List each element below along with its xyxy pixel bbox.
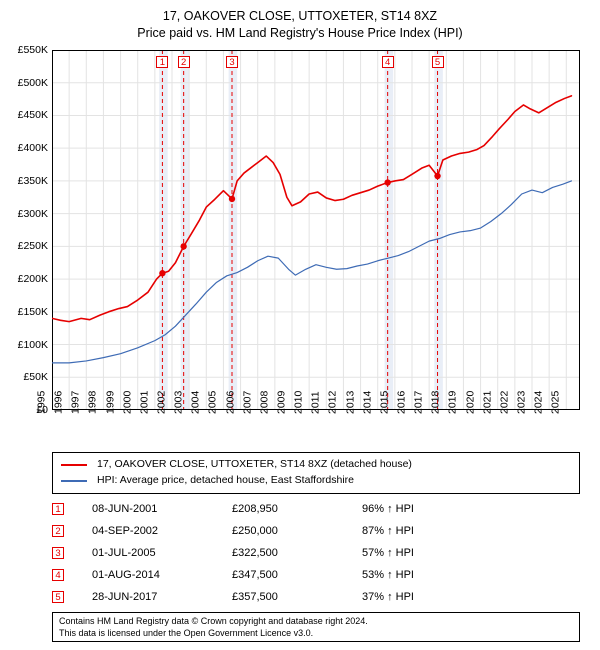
sale-marker-top: 1 <box>156 56 168 68</box>
xtick-label: 2025 <box>551 391 562 414</box>
page: 17, OAKOVER CLOSE, UTTOXETER, ST14 8XZ P… <box>0 0 600 650</box>
sale-pct-vs-hpi: 53% ↑ HPI <box>362 569 492 581</box>
sale-marker-top: 4 <box>382 56 394 68</box>
sales-table: 1 08-JUN-2001£208,95096% ↑ HPI 2 04-SEP-200… <box>52 498 580 608</box>
price-chart <box>52 50 580 410</box>
xtick-label: 1996 <box>53 391 64 414</box>
legend-row-hpi: HPI: Average price, detached house, East… <box>61 473 571 489</box>
ytick-label: £200K <box>0 274 48 285</box>
xtick-label: 2004 <box>191 391 202 414</box>
footer-line1: Contains HM Land Registry data © Crown c… <box>59 615 573 627</box>
ytick-label: £250K <box>0 241 48 252</box>
xtick-label: 2005 <box>208 391 219 414</box>
sale-price: £250,000 <box>232 525 362 537</box>
xtick-label: 2013 <box>345 391 356 414</box>
xtick-label: 2015 <box>379 391 390 414</box>
legend-row-property: 17, OAKOVER CLOSE, UTTOXETER, ST14 8XZ (… <box>61 457 571 473</box>
sale-marker-top: 3 <box>226 56 238 68</box>
xtick-label: 2002 <box>156 391 167 414</box>
sale-pct-vs-hpi: 57% ↑ HPI <box>362 547 492 559</box>
sale-marker: 1 <box>52 503 64 515</box>
xtick-label: 2008 <box>259 391 270 414</box>
xtick-label: 2009 <box>276 391 287 414</box>
sale-date: 08-JUN-2001 <box>92 503 232 515</box>
sale-row: 4 01-AUG-2014£347,50053% ↑ HPI <box>52 564 580 586</box>
xtick-label: 2021 <box>482 391 493 414</box>
chart-svg <box>52 50 580 410</box>
sale-date: 01-AUG-2014 <box>92 569 232 581</box>
xtick-label: 2003 <box>173 391 184 414</box>
xtick-label: 2017 <box>413 391 424 414</box>
sale-pct-vs-hpi: 96% ↑ HPI <box>362 503 492 515</box>
sale-pct-vs-hpi: 37% ↑ HPI <box>362 591 492 603</box>
xtick-label: 1999 <box>105 391 116 414</box>
sale-marker: 5 <box>52 591 64 603</box>
legend-label-hpi: HPI: Average price, detached house, East… <box>97 473 354 489</box>
sale-row: 5 28-JUN-2017£357,50037% ↑ HPI <box>52 586 580 608</box>
xtick-label: 2006 <box>225 391 236 414</box>
ytick-label: £150K <box>0 307 48 318</box>
sale-marker: 2 <box>52 525 64 537</box>
xtick-label: 2019 <box>448 391 459 414</box>
ytick-label: £400K <box>0 143 48 154</box>
sale-marker-top: 5 <box>432 56 444 68</box>
xtick-label: 2000 <box>122 391 133 414</box>
sale-date: 01-JUL-2005 <box>92 547 232 559</box>
legend-swatch-property <box>61 464 87 466</box>
legend-label-property: 17, OAKOVER CLOSE, UTTOXETER, ST14 8XZ (… <box>97 457 412 473</box>
sale-row: 2 04-SEP-2002£250,00087% ↑ HPI <box>52 520 580 542</box>
xtick-label: 2023 <box>516 391 527 414</box>
xtick-label: 2016 <box>396 391 407 414</box>
sale-price: £322,500 <box>232 547 362 559</box>
xtick-label: 2024 <box>533 391 544 414</box>
sale-pct-vs-hpi: 87% ↑ HPI <box>362 525 492 537</box>
footer-line2: This data is licensed under the Open Gov… <box>59 627 573 639</box>
ytick-label: £450K <box>0 110 48 121</box>
title-block: 17, OAKOVER CLOSE, UTTOXETER, ST14 8XZ P… <box>0 0 600 42</box>
title-address: 17, OAKOVER CLOSE, UTTOXETER, ST14 8XZ <box>0 8 600 25</box>
xtick-label: 2007 <box>242 391 253 414</box>
xtick-label: 2012 <box>328 391 339 414</box>
xtick-label: 2010 <box>293 391 304 414</box>
ytick-label: £500K <box>0 77 48 88</box>
xtick-label: 1997 <box>71 391 82 414</box>
footer-attribution: Contains HM Land Registry data © Crown c… <box>52 612 580 642</box>
sale-date: 04-SEP-2002 <box>92 525 232 537</box>
sale-row: 1 08-JUN-2001£208,95096% ↑ HPI <box>52 498 580 520</box>
sale-row: 3 01-JUL-2005£322,50057% ↑ HPI <box>52 542 580 564</box>
ytick-label: £550K <box>0 45 48 56</box>
xtick-label: 1995 <box>36 391 47 414</box>
sale-price: £208,950 <box>232 503 362 515</box>
sale-marker: 4 <box>52 569 64 581</box>
ytick-label: £350K <box>0 176 48 187</box>
legend-swatch-hpi <box>61 480 87 482</box>
sale-date: 28-JUN-2017 <box>92 591 232 603</box>
ytick-label: £50K <box>0 372 48 383</box>
sale-price: £347,500 <box>232 569 362 581</box>
sale-marker-top: 2 <box>178 56 190 68</box>
legend: 17, OAKOVER CLOSE, UTTOXETER, ST14 8XZ (… <box>52 452 580 494</box>
title-subtitle: Price paid vs. HM Land Registry's House … <box>0 25 600 42</box>
xtick-label: 2001 <box>139 391 150 414</box>
sale-price: £357,500 <box>232 591 362 603</box>
sale-marker: 3 <box>52 547 64 559</box>
ytick-label: £100K <box>0 339 48 350</box>
xtick-label: 1998 <box>88 391 99 414</box>
xtick-label: 2022 <box>499 391 510 414</box>
xtick-label: 2011 <box>311 391 322 414</box>
xtick-label: 2020 <box>465 391 476 414</box>
xtick-label: 2014 <box>362 391 373 414</box>
ytick-label: £300K <box>0 208 48 219</box>
xtick-label: 2018 <box>431 391 442 414</box>
